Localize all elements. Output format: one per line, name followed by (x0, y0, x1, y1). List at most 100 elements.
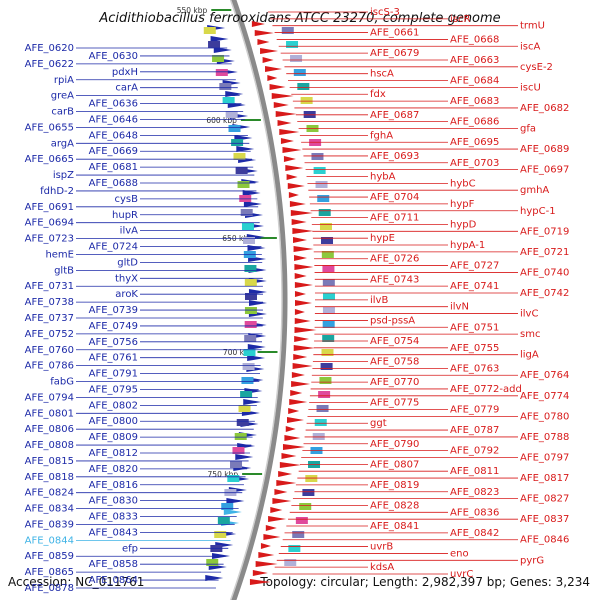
reverse-gene-arrow[interactable] (289, 399, 308, 405)
gene-label-afe_0864[interactable]: AFE_0864 (89, 575, 138, 586)
reverse-gene-arrow[interactable] (265, 66, 283, 72)
reverse-gene-arrow[interactable] (278, 471, 293, 477)
gene-label-ilva[interactable]: ilvA (120, 226, 138, 237)
gene-label-afe_0687[interactable]: AFE_0687 (370, 110, 419, 121)
gene-label-afe_0833[interactable]: AFE_0833 (89, 512, 138, 523)
gene-label-isca[interactable]: iscA (520, 41, 540, 52)
reverse-gene-arrow[interactable] (265, 525, 277, 531)
reverse-gene-arrow[interactable] (252, 570, 268, 576)
gene-label-afe_0756[interactable]: AFE_0756 (89, 337, 138, 348)
reverse-gene-arrow[interactable] (288, 408, 300, 414)
reverse-gene-arrow[interactable] (292, 228, 314, 234)
reverse-gene-arrow[interactable] (290, 210, 313, 216)
gene-label-afe_0636[interactable]: AFE_0636 (89, 99, 138, 110)
reverse-gene-arrow[interactable] (293, 354, 308, 360)
gene-label-afe_0727[interactable]: AFE_0727 (450, 261, 499, 272)
forward-gene-arrow[interactable] (225, 91, 244, 97)
gene-label-gltd[interactable]: gltD (117, 257, 138, 268)
gene-label-afe_0739[interactable]: AFE_0739 (89, 305, 138, 316)
gene-label-afe_0779[interactable]: AFE_0779 (450, 405, 499, 416)
gene-label-hypf[interactable]: hypF (450, 199, 475, 210)
reverse-gene-arrow[interactable] (276, 480, 297, 486)
reverse-gene-arrow[interactable] (267, 75, 278, 81)
gene-label-afe_0828[interactable]: AFE_0828 (370, 500, 419, 511)
gene-label-liga[interactable]: ligA (520, 350, 539, 361)
gene-label-afe_0763[interactable]: AFE_0763 (450, 363, 499, 374)
reverse-gene-arrow[interactable] (283, 156, 296, 162)
gene-label-thyx[interactable]: thyX (115, 273, 138, 284)
gene-label-afe_0815[interactable]: AFE_0815 (25, 456, 74, 467)
gene-label-hypc-1[interactable]: hypC-1 (520, 206, 556, 217)
gene-label-afe_0648[interactable]: AFE_0648 (89, 130, 138, 141)
gene-label-afe_0742[interactable]: AFE_0742 (520, 288, 569, 299)
gene-label-uvrc[interactable]: uvrC (450, 569, 473, 580)
gene-label-afe_0703[interactable]: AFE_0703 (450, 158, 499, 169)
reverse-gene-arrow[interactable] (279, 129, 300, 135)
gene-label-afe_0770[interactable]: AFE_0770 (370, 377, 419, 388)
reverse-gene-arrow[interactable] (294, 255, 308, 261)
gene-label-iscr[interactable]: iscR (450, 14, 470, 25)
gene-label-afe_0792[interactable]: AFE_0792 (450, 446, 499, 457)
reverse-gene-arrow[interactable] (285, 426, 296, 432)
reverse-gene-arrow[interactable] (282, 444, 305, 450)
gene-label-fdhd-2[interactable]: fdhD-2 (40, 186, 74, 197)
gene-label-afe_0865[interactable]: AFE_0865 (25, 567, 74, 578)
gene-label-afe_0790[interactable]: AFE_0790 (370, 439, 419, 450)
reverse-gene-arrow[interactable] (262, 57, 274, 63)
reverse-gene-arrow[interactable] (294, 282, 313, 288)
reverse-gene-arrow[interactable] (263, 534, 281, 540)
reverse-gene-arrow[interactable] (294, 291, 306, 297)
gene-label-afe_0693[interactable]: AFE_0693 (370, 151, 419, 162)
gene-label-afe_0878[interactable]: AFE_0878 (25, 583, 74, 594)
reverse-gene-arrow[interactable] (294, 300, 312, 306)
gene-label-afe_0774[interactable]: AFE_0774 (520, 391, 569, 402)
reverse-gene-arrow[interactable] (294, 309, 305, 315)
forward-gene-arrow[interactable] (243, 399, 262, 405)
gene-label-afe_0802[interactable]: AFE_0802 (89, 400, 138, 411)
gene-label-afe_0704[interactable]: AFE_0704 (370, 192, 419, 203)
reverse-gene-arrow[interactable] (291, 219, 307, 225)
gene-label-afe_0841[interactable]: AFE_0841 (370, 521, 419, 532)
reverse-gene-arrow[interactable] (286, 174, 298, 180)
gene-label-afe_0843[interactable]: AFE_0843 (89, 527, 138, 538)
reverse-gene-arrow[interactable] (254, 30, 274, 36)
gene-label-afe_0655[interactable]: AFE_0655 (25, 122, 74, 133)
gene-label-afe_0758[interactable]: AFE_0758 (370, 357, 419, 368)
gene-label-afe_0743[interactable]: AFE_0743 (370, 274, 419, 285)
reverse-gene-arrow[interactable] (279, 462, 301, 468)
reverse-gene-arrow[interactable] (294, 336, 310, 342)
reverse-gene-arrow[interactable] (280, 138, 294, 144)
gene-label-afe_0791[interactable]: AFE_0791 (89, 369, 138, 380)
gene-label-afe_0682[interactable]: AFE_0682 (520, 103, 569, 114)
gene-label-afe_0755[interactable]: AFE_0755 (450, 343, 499, 354)
gene-label-afe_0818[interactable]: AFE_0818 (25, 472, 74, 483)
gene-label-cyse-2[interactable]: cysE-2 (520, 62, 553, 73)
gene-label-afe_0775[interactable]: AFE_0775 (370, 398, 419, 409)
reverse-gene-arrow[interactable] (294, 273, 307, 279)
gene-label-afe_0772-add[interactable]: AFE_0772-add (450, 384, 522, 395)
reverse-gene-arrow[interactable] (249, 579, 271, 585)
reverse-gene-arrow[interactable] (292, 363, 313, 369)
reverse-gene-arrow[interactable] (287, 417, 305, 423)
gene-label-iscu[interactable]: iscU (520, 82, 541, 93)
gene-label-afe_0669[interactable]: AFE_0669 (89, 146, 138, 157)
gene-label-afe_0846[interactable]: AFE_0846 (520, 535, 569, 546)
reverse-gene-arrow[interactable] (260, 543, 271, 549)
gene-label-afe_0723[interactable]: AFE_0723 (25, 234, 74, 245)
gene-label-afe_0697[interactable]: AFE_0697 (520, 165, 569, 176)
forward-gene-arrow[interactable] (210, 36, 229, 42)
gene-label-afe_0719[interactable]: AFE_0719 (520, 226, 569, 237)
reverse-gene-arrow[interactable] (290, 390, 303, 396)
gene-label-afe_0859[interactable]: AFE_0859 (25, 551, 74, 562)
reverse-gene-arrow[interactable] (288, 192, 299, 198)
gene-label-afe_0844[interactable]: AFE_0844 (25, 535, 74, 546)
gene-label-afe_0817[interactable]: AFE_0817 (520, 473, 569, 484)
gene-label-afe_0689[interactable]: AFE_0689 (520, 144, 569, 155)
gene-label-afe_0688[interactable]: AFE_0688 (89, 178, 138, 189)
gene-label-arok[interactable]: aroK (115, 289, 138, 300)
forward-gene-arrow[interactable] (247, 245, 266, 251)
gene-label-afe_0786[interactable]: AFE_0786 (25, 361, 74, 372)
reverse-gene-arrow[interactable] (277, 120, 292, 126)
gene-label-iscs-3[interactable]: iscS-3 (370, 7, 400, 18)
gene-label-afe_0819[interactable]: AFE_0819 (370, 480, 419, 491)
